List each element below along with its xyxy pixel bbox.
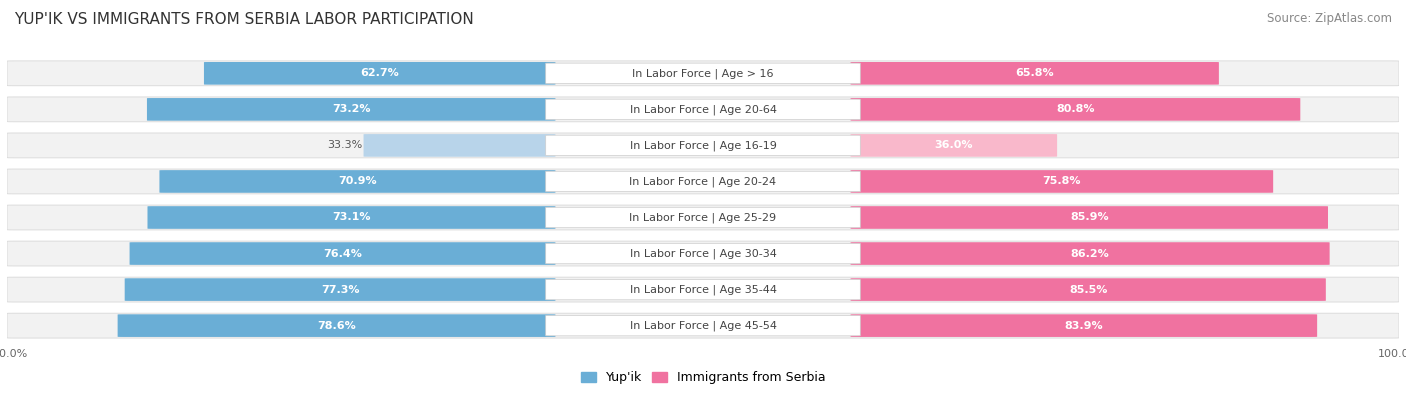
FancyBboxPatch shape — [125, 278, 555, 301]
Legend: Yup'ik, Immigrants from Serbia: Yup'ik, Immigrants from Serbia — [575, 366, 831, 389]
Text: In Labor Force | Age 16-19: In Labor Force | Age 16-19 — [630, 140, 776, 150]
FancyBboxPatch shape — [546, 207, 860, 228]
Text: In Labor Force | Age 20-24: In Labor Force | Age 20-24 — [630, 176, 776, 187]
FancyBboxPatch shape — [7, 169, 1399, 194]
FancyBboxPatch shape — [7, 313, 1399, 338]
FancyBboxPatch shape — [851, 62, 1219, 85]
FancyBboxPatch shape — [546, 99, 860, 120]
Text: 36.0%: 36.0% — [935, 140, 973, 150]
FancyBboxPatch shape — [204, 62, 555, 85]
FancyBboxPatch shape — [546, 171, 860, 192]
FancyBboxPatch shape — [159, 170, 555, 193]
FancyBboxPatch shape — [851, 278, 1326, 301]
FancyBboxPatch shape — [118, 314, 555, 337]
FancyBboxPatch shape — [148, 98, 555, 121]
Text: In Labor Force | Age 30-34: In Labor Force | Age 30-34 — [630, 248, 776, 259]
Text: YUP'IK VS IMMIGRANTS FROM SERBIA LABOR PARTICIPATION: YUP'IK VS IMMIGRANTS FROM SERBIA LABOR P… — [14, 12, 474, 27]
Text: 86.2%: 86.2% — [1071, 248, 1109, 259]
FancyBboxPatch shape — [7, 133, 1399, 158]
Text: 33.3%: 33.3% — [328, 140, 363, 150]
FancyBboxPatch shape — [364, 134, 555, 157]
Text: 73.2%: 73.2% — [332, 104, 370, 115]
FancyBboxPatch shape — [546, 135, 860, 156]
Text: In Labor Force | Age 20-64: In Labor Force | Age 20-64 — [630, 104, 776, 115]
FancyBboxPatch shape — [7, 277, 1399, 302]
Text: In Labor Force | Age 25-29: In Labor Force | Age 25-29 — [630, 212, 776, 223]
FancyBboxPatch shape — [129, 242, 555, 265]
FancyBboxPatch shape — [851, 170, 1274, 193]
FancyBboxPatch shape — [851, 314, 1317, 337]
Text: 80.8%: 80.8% — [1056, 104, 1095, 115]
Text: 78.6%: 78.6% — [318, 321, 356, 331]
Text: 62.7%: 62.7% — [360, 68, 399, 78]
FancyBboxPatch shape — [546, 316, 860, 336]
Text: 85.9%: 85.9% — [1070, 213, 1108, 222]
FancyBboxPatch shape — [851, 206, 1329, 229]
FancyBboxPatch shape — [546, 279, 860, 300]
FancyBboxPatch shape — [7, 241, 1399, 266]
Text: 73.1%: 73.1% — [332, 213, 371, 222]
Text: 70.9%: 70.9% — [337, 177, 377, 186]
Text: Source: ZipAtlas.com: Source: ZipAtlas.com — [1267, 12, 1392, 25]
Text: 85.5%: 85.5% — [1069, 284, 1108, 295]
Text: In Labor Force | Age 45-54: In Labor Force | Age 45-54 — [630, 320, 776, 331]
FancyBboxPatch shape — [7, 97, 1399, 122]
FancyBboxPatch shape — [546, 243, 860, 264]
Text: 76.4%: 76.4% — [323, 248, 361, 259]
Text: In Labor Force | Age > 16: In Labor Force | Age > 16 — [633, 68, 773, 79]
Text: 75.8%: 75.8% — [1043, 177, 1081, 186]
Text: In Labor Force | Age 35-44: In Labor Force | Age 35-44 — [630, 284, 776, 295]
FancyBboxPatch shape — [7, 205, 1399, 230]
FancyBboxPatch shape — [7, 61, 1399, 86]
Text: 83.9%: 83.9% — [1064, 321, 1104, 331]
FancyBboxPatch shape — [546, 63, 860, 83]
FancyBboxPatch shape — [148, 206, 555, 229]
Text: 65.8%: 65.8% — [1015, 68, 1054, 78]
FancyBboxPatch shape — [851, 98, 1301, 121]
FancyBboxPatch shape — [851, 134, 1057, 157]
FancyBboxPatch shape — [851, 242, 1330, 265]
Text: 77.3%: 77.3% — [321, 284, 360, 295]
